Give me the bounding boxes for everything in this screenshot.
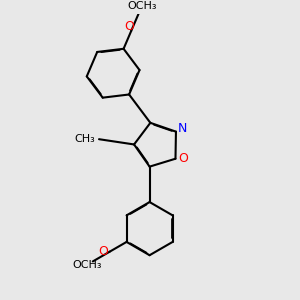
Text: O: O <box>124 20 134 33</box>
Text: CH₃: CH₃ <box>74 134 95 144</box>
Text: O: O <box>178 152 188 165</box>
Text: O: O <box>98 245 108 258</box>
Text: OCH₃: OCH₃ <box>72 260 101 270</box>
Text: OCH₃: OCH₃ <box>127 2 156 11</box>
Text: N: N <box>178 122 187 135</box>
